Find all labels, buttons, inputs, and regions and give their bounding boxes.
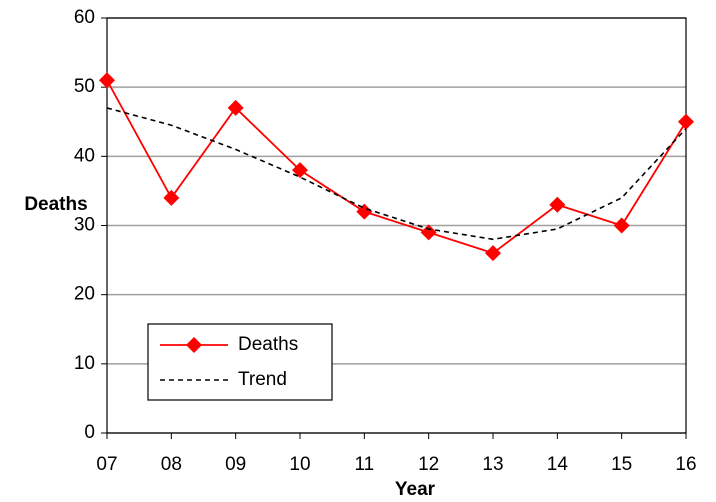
x-tick-label: 15 bbox=[611, 454, 632, 475]
y-tick-label: 20 bbox=[74, 284, 95, 305]
x-tick-label: 14 bbox=[547, 454, 569, 475]
x-tick-label: 11 bbox=[354, 454, 374, 475]
legend-label: Deaths bbox=[238, 334, 298, 355]
x-tick-label: 16 bbox=[675, 454, 696, 475]
trend-line bbox=[106, 107, 687, 241]
legend-label: Trend bbox=[238, 369, 287, 390]
legend-box bbox=[147, 323, 333, 401]
marker bbox=[420, 224, 437, 241]
marker bbox=[678, 113, 694, 130]
x-tick-label: 10 bbox=[289, 454, 310, 475]
marker bbox=[485, 245, 501, 262]
marker bbox=[613, 217, 630, 234]
x-axis-label: Year bbox=[395, 479, 436, 500]
marker bbox=[292, 162, 308, 179]
y-axis-label: Deaths bbox=[24, 194, 87, 215]
y-tick-label: 10 bbox=[74, 353, 95, 374]
y-tick-label: 0 bbox=[84, 422, 95, 443]
x-tick-label: 09 bbox=[225, 454, 246, 475]
x-tick-label: 13 bbox=[482, 454, 503, 475]
marker bbox=[99, 72, 115, 89]
plot-border bbox=[106, 17, 687, 434]
y-tick-label: 60 bbox=[74, 7, 95, 28]
marker bbox=[163, 189, 180, 206]
legend-marker bbox=[186, 337, 202, 353]
data-line bbox=[106, 79, 687, 255]
y-tick-label: 40 bbox=[74, 145, 95, 166]
x-tick-label: 07 bbox=[96, 454, 117, 475]
marker bbox=[356, 203, 373, 220]
x-tick-label: 08 bbox=[161, 454, 182, 475]
x-tick-label: 12 bbox=[418, 454, 439, 475]
marker bbox=[227, 99, 244, 116]
y-tick-label: 30 bbox=[74, 215, 95, 236]
y-tick-label: 50 bbox=[74, 76, 95, 97]
marker bbox=[549, 196, 566, 213]
